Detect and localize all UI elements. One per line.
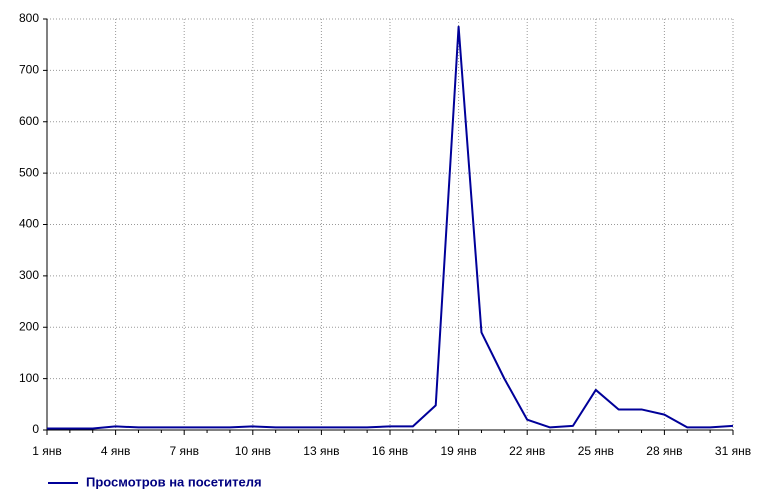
y-tick-label: 0	[32, 422, 39, 436]
x-tick-label: 25 янв	[578, 444, 614, 458]
y-tick-label: 200	[19, 319, 39, 333]
y-tick-label: 400	[19, 217, 39, 231]
y-tick-label: 700	[19, 63, 39, 77]
y-tick-label: 500	[19, 165, 39, 179]
x-tick-label: 16 янв	[372, 444, 408, 458]
x-tick-label: 4 янв	[101, 444, 131, 458]
series-line	[47, 25, 734, 430]
x-tick-label: 10 янв	[235, 444, 271, 458]
y-tick-label: 800	[19, 11, 39, 25]
x-tick-label: 19 янв	[441, 444, 477, 458]
y-tick-label: 100	[19, 371, 39, 385]
x-tick-label: 1 янв	[32, 444, 62, 458]
x-tick-label: 13 янв	[303, 444, 339, 458]
legend-label: Просмотров на посетителя	[86, 474, 262, 489]
x-tick-label: 7 янв	[169, 444, 199, 458]
y-tick-label: 600	[19, 114, 39, 128]
x-tick-label: 28 янв	[646, 444, 682, 458]
y-tick-label: 300	[19, 268, 39, 282]
x-tick-label: 31 янв	[715, 444, 751, 458]
x-tick-label: 22 янв	[509, 444, 545, 458]
